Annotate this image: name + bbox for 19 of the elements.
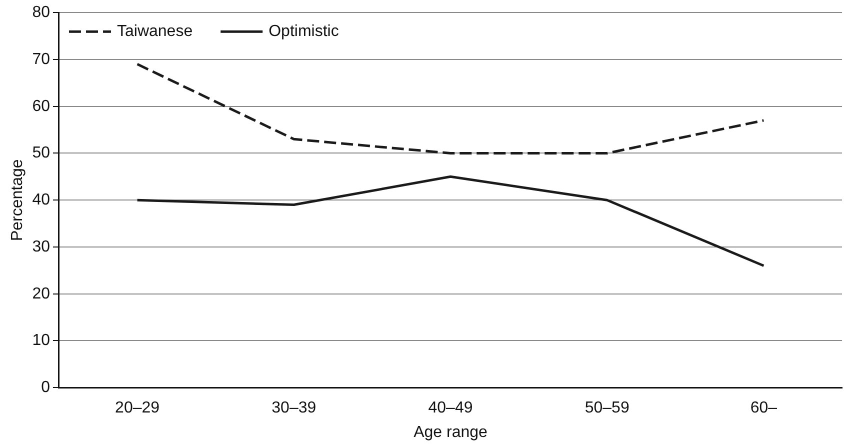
y-tick-label: 10 [32,332,50,350]
y-tick-label: 60 [32,98,50,115]
y-tick-label: 20 [32,285,50,302]
x-tick-label: 50–59 [584,400,630,417]
x-tick-label: 60– [750,400,778,417]
x-tick-label: 20–29 [115,400,160,417]
y-tick-label: 70 [32,50,50,68]
y-tick-label: 50 [32,144,50,162]
x-axis-title: Age range [414,424,488,441]
y-tick-label: 0 [41,379,50,396]
legend-label: Taiwanese [116,23,193,40]
line-series [136,62,765,154]
y-tick-label: 40 [32,192,50,209]
x-tick-label: 30–39 [272,400,316,417]
x-tick-label: 40–49 [428,400,473,417]
y-tick-label: 80 [32,4,50,22]
y-axis-title: Percentage [9,159,26,242]
legend-label: Optimistic [268,23,339,40]
y-tick-label: 30 [32,238,50,256]
